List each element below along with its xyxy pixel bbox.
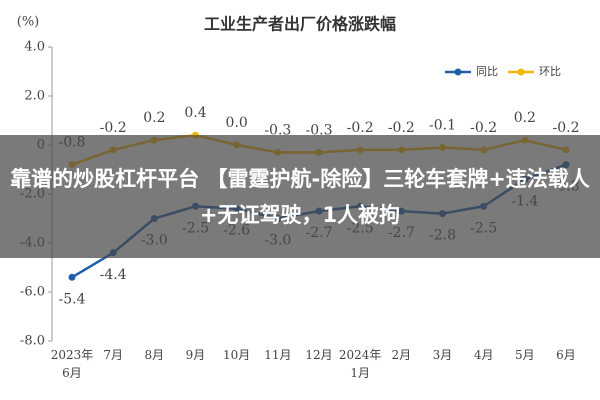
x-tick-label: 2023年 6月 xyxy=(50,348,94,380)
x-tick-label: 4月 xyxy=(473,348,494,362)
value-label: -0.2 xyxy=(553,120,580,136)
legend-label: 同比 xyxy=(476,65,498,78)
x-tick-label: 6月 xyxy=(556,348,576,362)
x-tick-label: 3月 xyxy=(432,348,453,362)
value-label: -4.4 xyxy=(100,267,127,283)
overlay-banner: 靠谱的炒股杠杆平台 【雷霆护航-除险】三轮车套牌+违法载人+无证驾驶，1人被拘 xyxy=(0,135,600,258)
x-tick-label: 11月 xyxy=(264,348,292,362)
overlay-text: 靠谱的炒股杠杆平台 【雷霆护航-除险】三轮车套牌+违法载人+无证驾驶，1人被拘 xyxy=(10,166,590,227)
data-point xyxy=(68,273,76,281)
value-label: -0.2 xyxy=(100,120,127,136)
value-label: -0.3 xyxy=(264,122,291,138)
legend-marker xyxy=(454,68,462,76)
x-tick-label: 5月 xyxy=(515,348,535,362)
y-unit: (%) xyxy=(17,15,40,30)
x-tick-label: 12月 xyxy=(305,348,333,362)
y-tick-label: 4.0 xyxy=(24,40,45,55)
value-label: -0.3 xyxy=(306,122,333,138)
value-label: -0.1 xyxy=(429,117,456,133)
x-tick-label: 8月 xyxy=(144,348,165,362)
chart-title: 工业生产者出厂价格涨跌幅 xyxy=(204,15,396,34)
y-tick-label: -8.0 xyxy=(20,334,45,349)
value-label: -0.2 xyxy=(347,120,374,136)
value-label: -0.2 xyxy=(470,120,497,136)
value-label: 0.2 xyxy=(143,110,165,126)
x-tick-label: 7月 xyxy=(103,348,123,362)
x-tick-label: 10月 xyxy=(223,348,251,362)
legend-label: 环比 xyxy=(539,65,561,78)
value-label: -0.2 xyxy=(388,120,415,136)
y-tick-label: -6.0 xyxy=(20,285,45,300)
x-tick-label: 2月 xyxy=(391,348,412,362)
value-label: 0.4 xyxy=(184,105,206,121)
y-tick-label: 2.0 xyxy=(24,89,45,104)
value-label: 0.0 xyxy=(226,115,248,131)
value-label: 0.2 xyxy=(514,110,536,126)
x-tick-label: 9月 xyxy=(185,348,206,362)
legend-marker xyxy=(517,68,525,76)
value-label: -5.4 xyxy=(59,291,86,307)
x-tick-label: 2024年 1月 xyxy=(338,348,382,380)
